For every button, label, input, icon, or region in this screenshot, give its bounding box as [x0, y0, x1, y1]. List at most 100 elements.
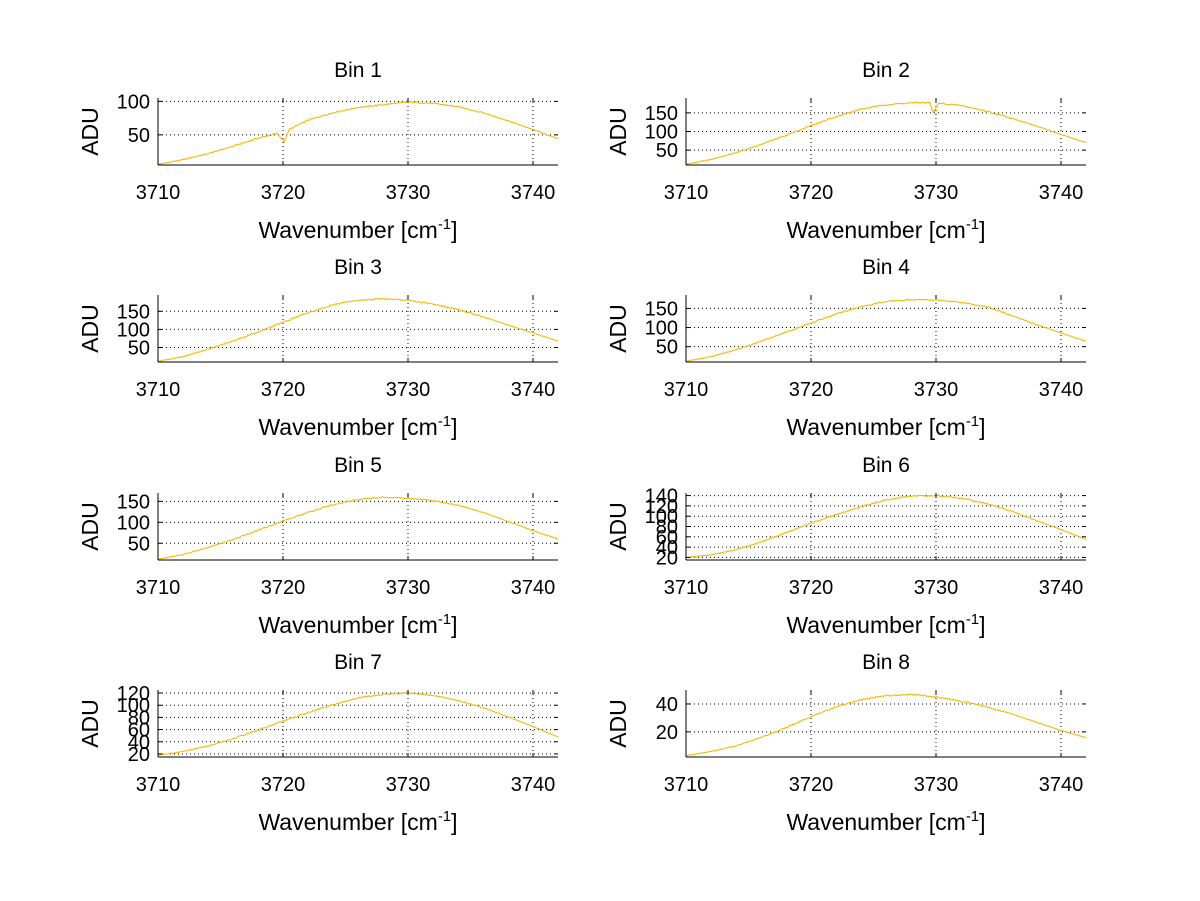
x-tick-label: 3740 [511, 379, 556, 401]
x-tick-label: 3720 [261, 774, 306, 796]
x-axis-label: Wavenumber [cm-1] [258, 808, 457, 835]
x-tick-label: 3710 [136, 379, 181, 401]
y-tick-label: 40 [128, 732, 150, 754]
series-line-bin-1 [157, 101, 559, 166]
x-tick-label: 3740 [511, 182, 556, 204]
x-axis-label-superscript: -1 [966, 413, 979, 430]
subplot-title: Bin 5 [334, 454, 382, 477]
series-line-bin-5 [157, 496, 558, 560]
x-tick-label: 3730 [386, 379, 431, 401]
x-axis-label-close: ] [979, 414, 985, 440]
y-tick-label: 20 [656, 722, 678, 744]
x-axis-label: Wavenumber [cm-1] [786, 611, 985, 638]
x-axis-label-text: Wavenumber [cm [786, 414, 965, 440]
x-axis-label-superscript: -1 [966, 611, 979, 628]
y-tick-label: 50 [128, 338, 150, 360]
x-tick-label: 3720 [261, 577, 306, 599]
series-line-bin-2 [685, 101, 1087, 165]
y-axis-label: ADU [77, 699, 103, 748]
x-tick-label: 3740 [1039, 379, 1084, 401]
x-axis-label: Wavenumber [cm-1] [258, 611, 457, 638]
y-tick-label: 50 [128, 533, 150, 555]
x-axis-label-close: ] [979, 217, 985, 243]
y-tick-label: 100 [117, 695, 150, 717]
subplot-title: Bin 2 [862, 59, 910, 82]
x-tick-label: 3730 [386, 774, 431, 796]
subplot-title: Bin 1 [334, 59, 382, 82]
x-axis-label-close: ] [451, 809, 457, 835]
x-axis-label-superscript: -1 [438, 611, 451, 628]
x-tick-label: 3710 [136, 182, 181, 204]
y-tick-label: 100 [645, 122, 678, 144]
x-axis-label-superscript: -1 [438, 808, 451, 825]
y-tick-label: 50 [656, 337, 678, 359]
x-tick-label: 3710 [664, 379, 709, 401]
x-axis-label-close: ] [979, 612, 985, 638]
subplot-title: Bin 8 [862, 651, 910, 674]
y-tick-label: 100 [645, 506, 678, 528]
y-tick-label: 100 [645, 318, 678, 340]
y-tick-label: 50 [128, 125, 150, 147]
x-axis-label-superscript: -1 [438, 413, 451, 430]
y-tick-label: 20 [656, 547, 678, 569]
x-axis-label: Wavenumber [cm-1] [258, 413, 457, 440]
y-axis-label: ADU [605, 304, 631, 353]
series-line-bin-8 [685, 693, 1087, 757]
y-tick-label: 100 [117, 512, 150, 534]
x-axis-label-text: Wavenumber [cm [258, 612, 437, 638]
x-tick-label: 3730 [914, 774, 959, 796]
x-axis-label-text: Wavenumber [cm [786, 809, 965, 835]
y-tick-label: 60 [128, 720, 150, 742]
y-tick-label: 40 [656, 537, 678, 559]
x-axis-label-close: ] [451, 217, 457, 243]
y-tick-label: 120 [645, 496, 678, 518]
x-tick-label: 3730 [386, 577, 431, 599]
y-tick-label: 150 [645, 103, 678, 125]
x-tick-label: 3740 [511, 774, 556, 796]
x-tick-label: 3720 [789, 379, 834, 401]
x-tick-label: 3710 [664, 577, 709, 599]
x-tick-label: 3730 [386, 182, 431, 204]
x-axis-label-superscript: -1 [438, 216, 451, 233]
subplot-title: Bin 4 [862, 256, 910, 279]
y-axis-label: ADU [605, 107, 631, 156]
x-axis-label-text: Wavenumber [cm [258, 809, 437, 835]
x-axis-label: Wavenumber [cm-1] [786, 216, 985, 243]
y-tick-label: 80 [656, 517, 678, 539]
y-tick-label: 20 [128, 744, 150, 766]
y-axis-label: ADU [77, 304, 103, 353]
x-tick-label: 3740 [1039, 577, 1084, 599]
y-tick-label: 50 [656, 140, 678, 162]
y-tick-label: 150 [645, 298, 678, 320]
y-tick-label: 60 [656, 527, 678, 549]
x-axis-label-superscript: -1 [966, 216, 979, 233]
x-axis-label: Wavenumber [cm-1] [258, 216, 457, 243]
x-axis-label-text: Wavenumber [cm [258, 414, 437, 440]
y-axis-label: ADU [605, 699, 631, 748]
x-tick-label: 3720 [789, 577, 834, 599]
y-axis-label: ADU [605, 502, 631, 551]
x-axis-label-text: Wavenumber [cm [786, 217, 965, 243]
y-tick-label: 100 [117, 91, 150, 113]
x-tick-label: 3710 [136, 577, 181, 599]
y-tick-label: 140 [645, 486, 678, 508]
y-tick-label: 150 [117, 301, 150, 323]
x-tick-label: 3710 [664, 182, 709, 204]
x-axis-label-text: Wavenumber [cm [258, 217, 437, 243]
x-tick-label: 3720 [789, 774, 834, 796]
x-tick-label: 3730 [914, 379, 959, 401]
subplot-title: Bin 3 [334, 256, 382, 279]
series-line-bin-7 [157, 691, 559, 756]
x-tick-label: 3740 [511, 577, 556, 599]
x-axis-label: Wavenumber [cm-1] [786, 413, 985, 440]
series-line-bin-3 [157, 297, 559, 363]
x-tick-label: 3720 [789, 182, 834, 204]
subplot-bin-1: 3710 3720 3730 3740 50 100 Bin 1 Wavenumber [cm… [77, 59, 559, 243]
x-axis-label: Wavenumber [cm-1] [786, 808, 985, 835]
